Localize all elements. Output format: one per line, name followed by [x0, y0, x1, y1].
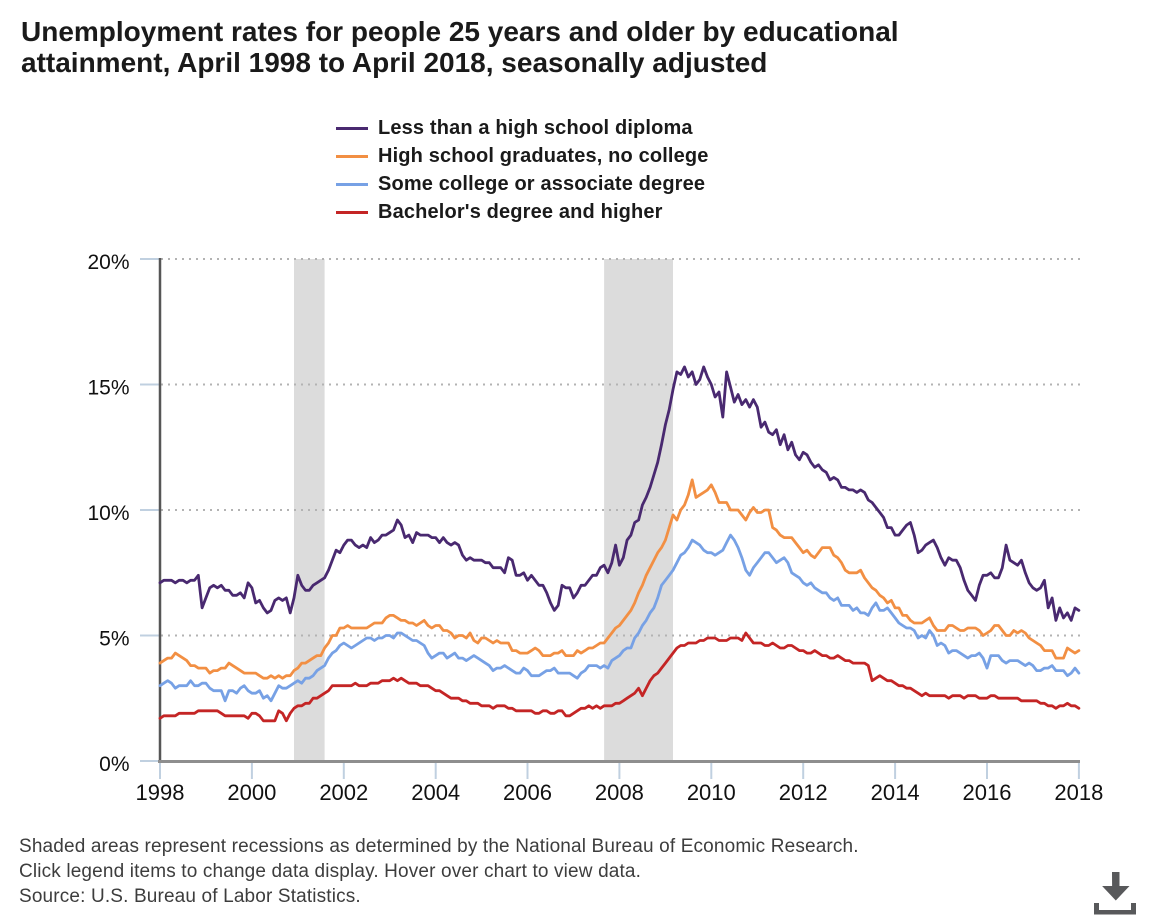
svg-text:5%: 5% — [99, 628, 129, 651]
svg-text:2018: 2018 — [1054, 780, 1103, 805]
svg-text:10%: 10% — [87, 502, 129, 525]
svg-text:1998: 1998 — [136, 780, 185, 805]
svg-text:2008: 2008 — [595, 780, 644, 805]
svg-text:2010: 2010 — [687, 780, 736, 805]
svg-text:2012: 2012 — [779, 780, 828, 805]
svg-text:20%: 20% — [87, 251, 129, 274]
svg-text:2006: 2006 — [503, 780, 552, 805]
svg-text:15%: 15% — [87, 377, 129, 400]
svg-text:2004: 2004 — [411, 780, 460, 805]
svg-text:2000: 2000 — [227, 780, 276, 805]
svg-text:2002: 2002 — [319, 780, 368, 805]
svg-text:0%: 0% — [99, 753, 129, 776]
svg-text:2016: 2016 — [963, 780, 1012, 805]
svg-text:2014: 2014 — [871, 780, 920, 805]
